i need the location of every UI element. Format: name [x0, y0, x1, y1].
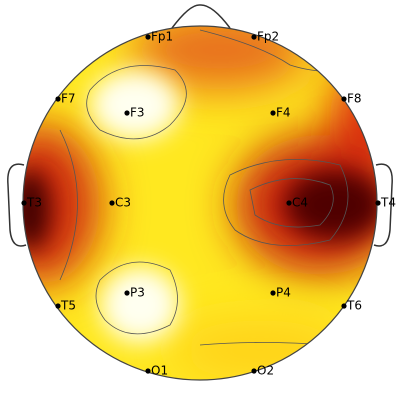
- electrode-dot: [286, 200, 292, 206]
- electrode-dot: [124, 290, 130, 296]
- electrode-label: T6: [346, 299, 362, 313]
- electrode-label: T4: [380, 196, 396, 210]
- nose: [171, 4, 231, 29]
- electrode-label: F7: [61, 92, 76, 106]
- left-ear: [7, 163, 27, 247]
- electrode-dot: [251, 368, 257, 374]
- electrode-dot: [55, 96, 61, 102]
- electrode-label: P4: [276, 286, 291, 300]
- electrode-label: O1: [151, 364, 168, 378]
- electrodes: Fp1 Fp2 F7 F3 F4 F8 T3 C3 C4 T4 T5 P3 P4 T6 O1 O2: [21, 30, 396, 378]
- electrode-dot: [109, 200, 115, 206]
- electrode-dot: [341, 303, 347, 309]
- electrode-label: P3: [130, 286, 145, 300]
- electrode-dot: [21, 200, 27, 206]
- electrode-label: C4: [292, 196, 308, 210]
- electrode-dot: [270, 290, 276, 296]
- electrode-dot: [375, 200, 381, 206]
- electrode-label: F8: [347, 92, 362, 106]
- electrode-label: T5: [60, 299, 76, 313]
- right-ear: [373, 163, 393, 247]
- electrode-dot: [55, 303, 61, 309]
- electrode-label: Fp1: [151, 30, 173, 44]
- electrode-dot: [124, 110, 130, 116]
- electrode-label: Fp2: [257, 30, 279, 44]
- electrode-dot: [270, 110, 276, 116]
- electrode-dot: [251, 34, 257, 40]
- electrode-dot: [145, 34, 151, 40]
- electrode-dot: [145, 368, 151, 374]
- electrode-label: C3: [115, 196, 131, 210]
- electrode-label: F4: [276, 106, 291, 120]
- electrode-label: F3: [130, 106, 145, 120]
- electrode-label: O2: [257, 364, 274, 378]
- electrode-dot: [341, 96, 347, 102]
- electrode-label: T3: [26, 196, 42, 210]
